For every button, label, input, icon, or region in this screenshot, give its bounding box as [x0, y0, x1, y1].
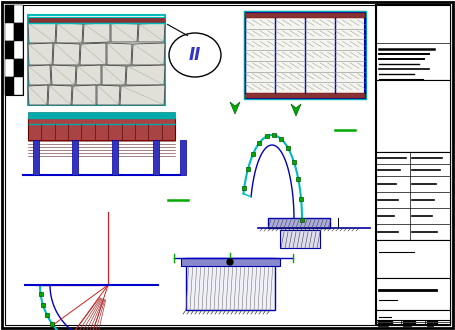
Bar	[33, 140, 39, 175]
Polygon shape	[107, 43, 132, 65]
Bar	[286, 147, 290, 150]
Bar	[39, 292, 43, 296]
Bar	[376, 240, 450, 278]
Polygon shape	[291, 104, 301, 116]
Bar	[5, 23, 14, 41]
Bar	[5, 77, 14, 95]
Bar	[376, 5, 450, 80]
Polygon shape	[111, 23, 138, 42]
Bar	[14, 23, 23, 41]
Ellipse shape	[169, 33, 221, 77]
Bar	[28, 118, 175, 140]
Bar	[376, 152, 450, 240]
Bar	[299, 197, 303, 201]
Bar	[300, 218, 304, 222]
Polygon shape	[72, 85, 96, 105]
Bar	[112, 140, 118, 175]
Polygon shape	[28, 23, 56, 43]
Circle shape	[227, 259, 233, 265]
Polygon shape	[80, 43, 106, 65]
Polygon shape	[53, 43, 80, 65]
Bar	[292, 160, 296, 164]
Bar	[245, 13, 365, 18]
Polygon shape	[120, 85, 165, 105]
Bar	[14, 5, 23, 23]
Bar	[14, 59, 23, 77]
Bar	[186, 258, 275, 310]
Polygon shape	[97, 85, 120, 105]
Bar	[28, 17, 165, 23]
Bar	[14, 41, 23, 59]
Bar	[14, 77, 23, 95]
Bar	[251, 152, 255, 156]
Bar	[376, 310, 450, 324]
Polygon shape	[51, 65, 76, 85]
Bar	[376, 5, 450, 325]
Bar	[181, 258, 280, 266]
Bar	[264, 134, 268, 138]
Polygon shape	[138, 23, 165, 42]
Polygon shape	[28, 43, 53, 65]
Bar	[153, 140, 159, 175]
Bar	[280, 230, 320, 248]
Bar	[242, 186, 246, 190]
Bar	[28, 112, 175, 118]
Bar	[5, 5, 14, 23]
Polygon shape	[28, 65, 51, 85]
Bar	[244, 11, 366, 99]
Bar	[180, 140, 186, 175]
Polygon shape	[76, 65, 101, 85]
Bar	[258, 141, 262, 145]
Bar	[5, 41, 14, 59]
Bar	[376, 320, 450, 324]
Bar	[246, 168, 250, 172]
Bar	[376, 80, 450, 152]
Bar	[72, 140, 78, 175]
Polygon shape	[48, 85, 72, 105]
Bar	[41, 303, 45, 307]
Polygon shape	[56, 23, 83, 43]
Bar	[5, 5, 23, 95]
Bar	[245, 93, 365, 98]
Polygon shape	[83, 23, 110, 43]
Polygon shape	[28, 85, 48, 105]
Polygon shape	[132, 43, 165, 65]
Bar	[245, 12, 365, 98]
Bar	[5, 59, 14, 77]
Polygon shape	[102, 65, 126, 85]
Text: II: II	[189, 46, 201, 64]
Bar	[296, 177, 300, 181]
Bar	[272, 133, 276, 137]
Polygon shape	[126, 65, 165, 85]
Polygon shape	[230, 102, 240, 114]
Bar	[279, 137, 283, 141]
Bar	[51, 322, 54, 326]
Bar	[45, 313, 49, 317]
Bar	[268, 218, 330, 228]
Bar	[28, 15, 165, 105]
Bar	[376, 278, 450, 310]
